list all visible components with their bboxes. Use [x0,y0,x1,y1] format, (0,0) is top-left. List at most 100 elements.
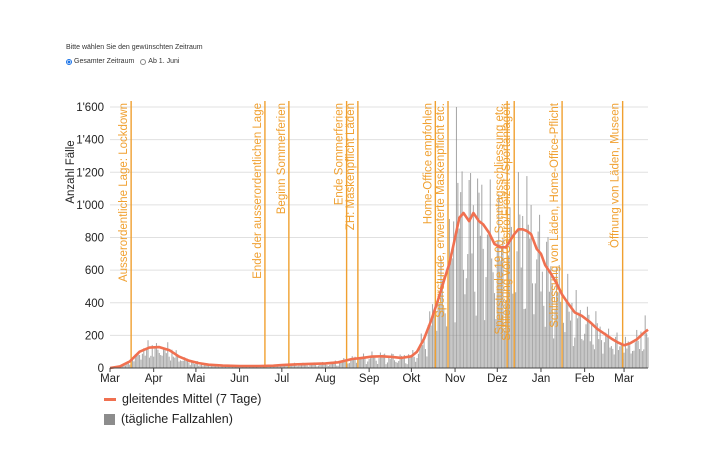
daily-bar [413,356,415,368]
daily-bar [544,326,546,368]
daily-bar [579,309,581,368]
daily-bar [455,107,457,368]
daily-bar [517,172,519,368]
daily-bar [175,350,177,368]
daily-bar [610,346,612,368]
daily-bar [367,361,369,368]
daily-bar [565,301,567,368]
option-from-june-label: Ab 1. Juni [148,58,180,65]
daily-bar [550,266,552,368]
daily-bar [158,352,160,368]
daily-bar [172,356,174,368]
daily-bar [171,349,173,368]
daily-bar [201,363,203,368]
daily-bar [188,362,190,368]
daily-bar [600,340,603,368]
daily-bar [636,329,638,368]
daily-bar [330,361,332,368]
daily-bar [548,291,550,368]
daily-bar [120,366,122,368]
legend-item-moving-average[interactable]: gleitendes Mittel (7 Tage) [104,389,261,409]
daily-bar [316,366,318,368]
daily-bar [333,362,335,368]
daily-bar [278,366,280,368]
daily-bar [355,362,357,368]
daily-bar [591,323,593,368]
daily-bar [474,291,476,368]
daily-bar [341,360,343,368]
legend-item-daily-cases[interactable]: (tägliche Fallzahlen) [104,409,261,429]
radio-full-range-icon[interactable] [66,58,72,65]
option-from-june[interactable]: Ab 1. Juni [140,58,179,65]
daily-bar [371,351,373,368]
daily-bar [203,363,205,368]
daily-bar [329,364,331,368]
daily-bar [289,364,291,368]
daily-bar [585,324,587,368]
daily-bar [519,214,521,368]
daily-bar [251,366,253,368]
daily-bar [551,283,553,368]
daily-bar [184,357,186,368]
daily-bar [403,354,405,368]
daily-bar [520,267,522,368]
x-tick-label: Sep [359,373,379,385]
y-tick-label: 1'200 [76,167,104,179]
daily-bar [530,205,532,368]
daily-bar [533,314,535,368]
daily-bar [575,290,577,368]
daily-bar [405,363,407,368]
daily-bar [426,356,428,368]
daily-bar [137,353,139,368]
daily-bar [229,366,231,368]
daily-bar [195,361,197,368]
daily-bar [126,361,128,368]
daily-bar [458,228,460,368]
daily-bar [467,254,469,368]
daily-bar [179,360,181,368]
daily-bar [574,337,576,368]
daily-bar [286,366,288,368]
daily-bar [374,357,376,368]
daily-bar [588,314,590,368]
daily-bar [339,361,341,368]
daily-bar [323,362,325,368]
x-tick-label: Mar [100,373,120,385]
daily-bar [164,349,166,368]
daily-bar [540,291,542,368]
daily-bar [431,304,434,368]
daily-bar [354,356,356,368]
daily-bar [637,340,639,368]
option-full-range[interactable]: Gesamter Zeitraum [66,58,134,65]
daily-bar [416,358,418,368]
daily-bar [543,305,545,368]
daily-bar [639,349,641,368]
daily-bar [584,333,586,368]
daily-bar [536,259,538,368]
daily-bar [568,311,570,368]
daily-bar [227,366,229,368]
legend-label-daily-cases: (tägliche Fallzahlen) [121,412,233,426]
daily-bar [412,350,414,368]
daily-bar [382,354,384,368]
daily-bar [481,184,483,368]
daily-bar [301,364,303,368]
daily-bar [615,336,617,368]
radio-from-june-icon[interactable] [140,58,147,65]
daily-bar [510,226,512,368]
x-tick-label: Dez [487,373,508,385]
daily-bar [198,365,200,368]
daily-bar [486,234,488,368]
daily-bar [348,363,350,368]
daily-bar [298,365,300,368]
y-tick-label: 1'600 [76,102,104,114]
daily-bar [581,338,583,368]
daily-bar [546,241,548,368]
daily-bar [437,296,439,368]
y-tick-label: 200 [85,330,104,342]
daily-bar [358,357,360,368]
daily-bar [395,361,397,368]
daily-bar [320,364,322,368]
daily-bar [177,355,179,368]
daily-bar [439,303,441,368]
